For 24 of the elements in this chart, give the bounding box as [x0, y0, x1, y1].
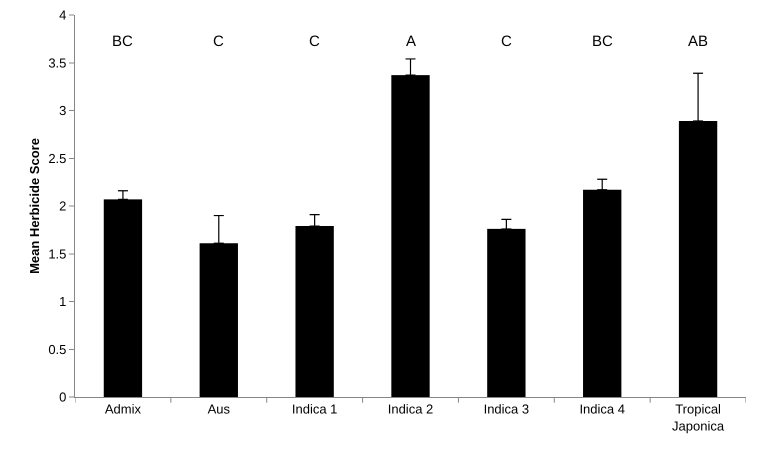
y-tick-label: 3 [59, 103, 66, 118]
x-tick-label: Indica 4 [579, 402, 625, 417]
y-axis-title: Mean Herbicide Score [27, 138, 42, 274]
x-tick-label: Indica 1 [292, 402, 338, 417]
y-tick-label: 3.5 [48, 55, 66, 70]
y-tick-label: 0 [59, 390, 66, 405]
y-tick-label: 1.5 [48, 246, 66, 262]
annotation: A [406, 33, 416, 50]
y-tick-label: 0.5 [48, 342, 66, 357]
x-tick-label: Tropical Japonica [672, 402, 725, 434]
y-tick-label: 2.5 [48, 150, 66, 166]
y-tick-label: 2 [59, 198, 66, 214]
annotation: BC [592, 33, 614, 50]
x-tick-label: Admix [104, 402, 142, 417]
x-tick-label: Indica 2 [388, 402, 434, 417]
x-tick-label: Indica 3 [484, 402, 530, 417]
x-tick-label: Aus [208, 402, 230, 417]
y-tick-label: 1 [59, 294, 66, 310]
annotation: C [213, 33, 224, 50]
y-tick-label: 4 [59, 8, 66, 23]
annotation: BC [112, 33, 134, 50]
annotation: C [309, 33, 320, 50]
annotation: AB [688, 33, 708, 50]
annotation: C [501, 33, 512, 50]
